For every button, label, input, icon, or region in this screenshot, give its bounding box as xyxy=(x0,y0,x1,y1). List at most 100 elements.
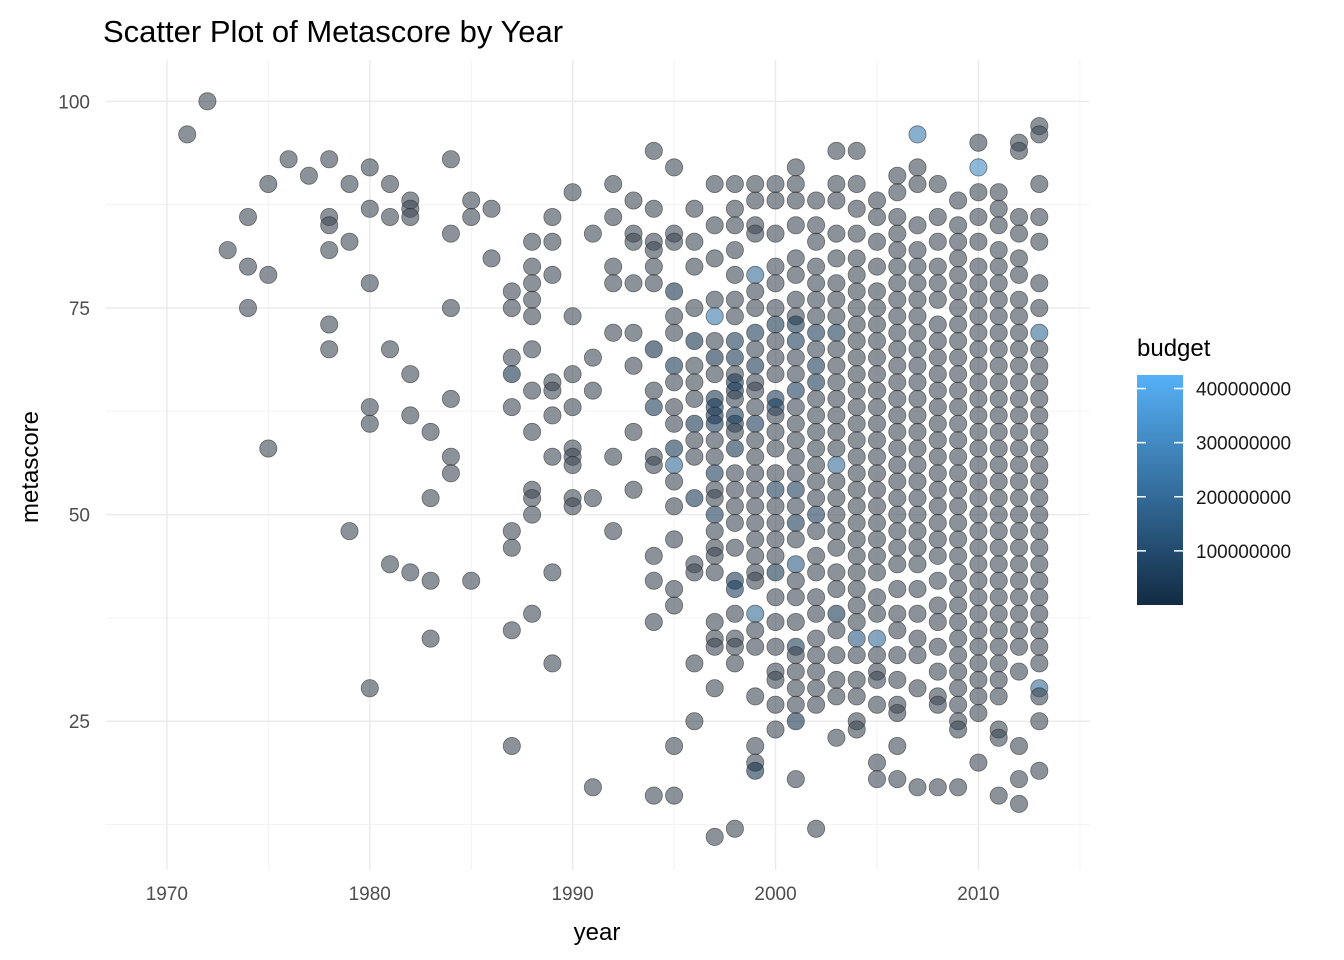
data-point xyxy=(1010,290,1029,309)
data-point xyxy=(989,356,1008,375)
data-point xyxy=(1030,323,1049,342)
data-point xyxy=(847,447,866,466)
data-point xyxy=(969,356,988,375)
data-point xyxy=(847,414,866,433)
data-point xyxy=(989,455,1008,474)
data-point xyxy=(868,770,887,789)
data-point xyxy=(868,513,887,532)
data-point xyxy=(868,207,887,226)
data-point xyxy=(320,150,339,169)
data-point xyxy=(888,604,907,623)
data-point xyxy=(766,191,785,210)
y-axis-title: metascore xyxy=(17,411,44,523)
data-point xyxy=(583,348,602,367)
data-point xyxy=(665,373,684,392)
data-point xyxy=(705,307,724,326)
data-point xyxy=(502,621,521,640)
data-point xyxy=(523,307,542,326)
data-point xyxy=(827,505,846,524)
data-point xyxy=(807,290,826,309)
data-point xyxy=(1010,604,1029,623)
data-point xyxy=(868,282,887,301)
data-point xyxy=(908,646,927,665)
data-point xyxy=(928,497,947,516)
data-point xyxy=(928,274,947,293)
data-point xyxy=(908,323,927,342)
data-point xyxy=(868,753,887,772)
data-point xyxy=(949,546,968,565)
data-point xyxy=(868,670,887,689)
data-point xyxy=(665,455,684,474)
x-tick-label: 1980 xyxy=(349,884,391,905)
data-point xyxy=(949,265,968,284)
data-point xyxy=(969,538,988,557)
data-point xyxy=(827,489,846,508)
data-point xyxy=(725,389,744,408)
data-point xyxy=(705,348,724,367)
data-point xyxy=(969,274,988,293)
x-tick-label: 1990 xyxy=(551,884,593,905)
data-point xyxy=(705,637,724,656)
data-point xyxy=(624,480,643,499)
data-point xyxy=(1010,538,1029,557)
data-point xyxy=(705,431,724,450)
data-point xyxy=(888,257,907,276)
data-point xyxy=(949,447,968,466)
data-point xyxy=(888,290,907,309)
data-point xyxy=(969,340,988,359)
data-point xyxy=(807,257,826,276)
data-point xyxy=(949,249,968,268)
data-point xyxy=(380,555,399,574)
data-point xyxy=(746,621,765,640)
data-point xyxy=(1010,662,1029,681)
data-point xyxy=(827,406,846,425)
legend-tick-label: 200000000 xyxy=(1196,488,1291,509)
data-point xyxy=(685,257,704,276)
data-point xyxy=(908,778,927,797)
data-point xyxy=(644,241,663,260)
data-point xyxy=(827,580,846,599)
data-point xyxy=(725,637,744,656)
data-point xyxy=(685,331,704,350)
data-point xyxy=(320,216,339,235)
x-tick-label: 2000 xyxy=(754,884,796,905)
data-point xyxy=(989,588,1008,607)
x-axis-ticks: 1970 1980 1990 2000 2010 xyxy=(146,884,1000,905)
data-point xyxy=(766,365,785,384)
data-point xyxy=(969,704,988,723)
data-point xyxy=(1030,439,1049,458)
data-point xyxy=(908,422,927,441)
data-point xyxy=(1030,389,1049,408)
data-point xyxy=(847,199,866,218)
data-point xyxy=(908,307,927,326)
data-point xyxy=(746,174,765,193)
data-point xyxy=(928,596,947,615)
data-point xyxy=(786,588,805,607)
data-point xyxy=(1030,712,1049,731)
data-point xyxy=(1030,232,1049,251)
data-point xyxy=(441,150,460,169)
data-point xyxy=(786,348,805,367)
data-point xyxy=(989,604,1008,623)
data-point xyxy=(786,662,805,681)
data-point xyxy=(807,604,826,623)
legend-title: budget xyxy=(1137,335,1211,362)
data-point xyxy=(360,679,379,698)
data-point xyxy=(888,455,907,474)
data-point xyxy=(949,414,968,433)
data-point xyxy=(665,439,684,458)
data-point xyxy=(969,522,988,541)
data-point xyxy=(888,389,907,408)
data-point xyxy=(644,398,663,417)
data-point xyxy=(786,290,805,309)
data-point xyxy=(807,472,826,491)
data-point xyxy=(766,439,785,458)
data-point xyxy=(786,414,805,433)
data-point xyxy=(868,191,887,210)
data-point xyxy=(868,695,887,714)
data-point xyxy=(360,414,379,433)
data-point xyxy=(888,183,907,202)
data-point xyxy=(928,414,947,433)
data-point xyxy=(685,712,704,731)
data-point xyxy=(320,315,339,334)
